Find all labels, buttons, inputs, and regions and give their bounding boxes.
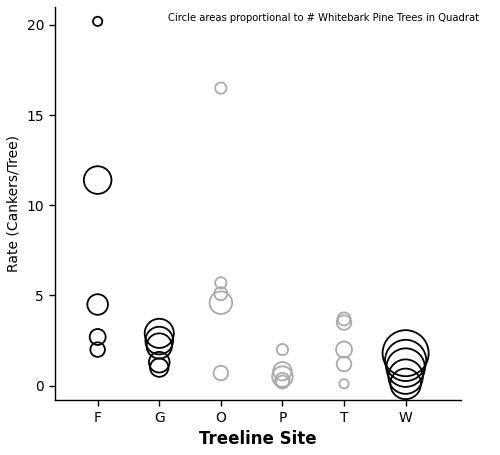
Point [278,377,286,384]
Point [217,290,225,297]
Y-axis label: Rate (Cankers/Tree): Rate (Cankers/Tree) [7,135,21,272]
Point [278,346,286,353]
Point [217,369,225,377]
Point [217,299,225,306]
Text: Circle areas proportional to # Whitebark Pine Trees in Quadrat: Circle areas proportional to # Whitebark… [168,13,479,23]
Point [278,379,286,386]
Point [402,380,409,388]
Point [340,346,348,353]
Point [94,334,102,341]
Point [94,18,102,25]
Point [94,301,102,308]
Point [94,346,102,353]
Point [402,357,409,364]
Point [155,342,163,349]
Point [340,315,348,323]
Point [94,177,102,184]
Point [278,368,286,375]
Point [402,364,409,371]
Point [340,319,348,326]
Point [340,360,348,368]
Point [402,373,409,380]
Point [155,337,163,344]
Point [217,85,225,92]
Point [155,359,163,366]
Point [217,279,225,287]
Point [155,330,163,337]
Point [340,380,348,388]
X-axis label: Treeline Site: Treeline Site [199,430,316,448]
Point [155,364,163,371]
Point [278,373,286,380]
Point [402,349,409,357]
